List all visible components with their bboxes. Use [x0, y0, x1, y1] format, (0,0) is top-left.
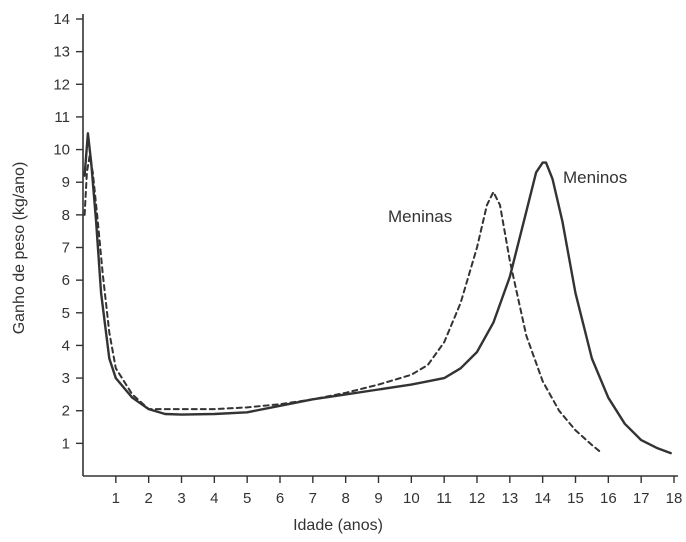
series-label-meninos: Meninos	[563, 168, 627, 187]
y-tick-label: 2	[62, 403, 70, 420]
x-tick-label: 17	[633, 490, 650, 507]
y-axis-title: Ganho de peso (kg/ano)	[11, 162, 28, 335]
x-tick-label: 7	[309, 490, 317, 507]
y-tick-label: 4	[62, 337, 70, 354]
series-line-meninos	[83, 132, 672, 455]
x-tick-label: 10	[403, 490, 420, 507]
x-tick-label: 12	[469, 490, 486, 507]
x-tick-label: 14	[534, 490, 551, 507]
y-tick-label: 14	[53, 11, 70, 28]
series-label-meninas: Meninas	[388, 207, 452, 226]
x-tick-label: 8	[341, 490, 349, 507]
label-layer: Idade (anos) Ganho de peso (kg/ano) Meni…	[11, 162, 627, 534]
x-axis-title: Idade (anos)	[293, 517, 383, 534]
y-tick-label: 10	[53, 142, 70, 159]
x-tick-label: 4	[210, 490, 218, 507]
y-tick-label: 9	[62, 174, 70, 191]
y-tick-label: 6	[62, 272, 70, 289]
x-tick-label: 15	[567, 490, 584, 507]
y-tick-label: 3	[62, 370, 70, 387]
y-tick-label: 8	[62, 207, 70, 224]
x-tick-label: 3	[177, 490, 185, 507]
x-tick-label: 5	[243, 490, 251, 507]
y-tick-label: 5	[62, 305, 70, 322]
y-tick-label: 12	[53, 76, 70, 93]
x-tick-label: 1	[112, 490, 120, 507]
x-tick-label: 13	[501, 490, 518, 507]
x-tick-label: 16	[600, 490, 617, 507]
x-tick-label: 2	[144, 490, 152, 507]
x-tick-label: 18	[666, 490, 683, 507]
x-tick-label: 9	[374, 490, 382, 507]
series-layer	[83, 132, 672, 455]
y-tick-label: 13	[53, 44, 70, 61]
series-line-meninas	[83, 155, 603, 455]
y-tick-label: 7	[62, 240, 70, 257]
y-tick-label: 11	[54, 109, 70, 126]
y-tick-label: 1	[62, 435, 70, 452]
x-tick-label: 6	[276, 490, 284, 507]
x-tick-label: 11	[436, 490, 452, 507]
